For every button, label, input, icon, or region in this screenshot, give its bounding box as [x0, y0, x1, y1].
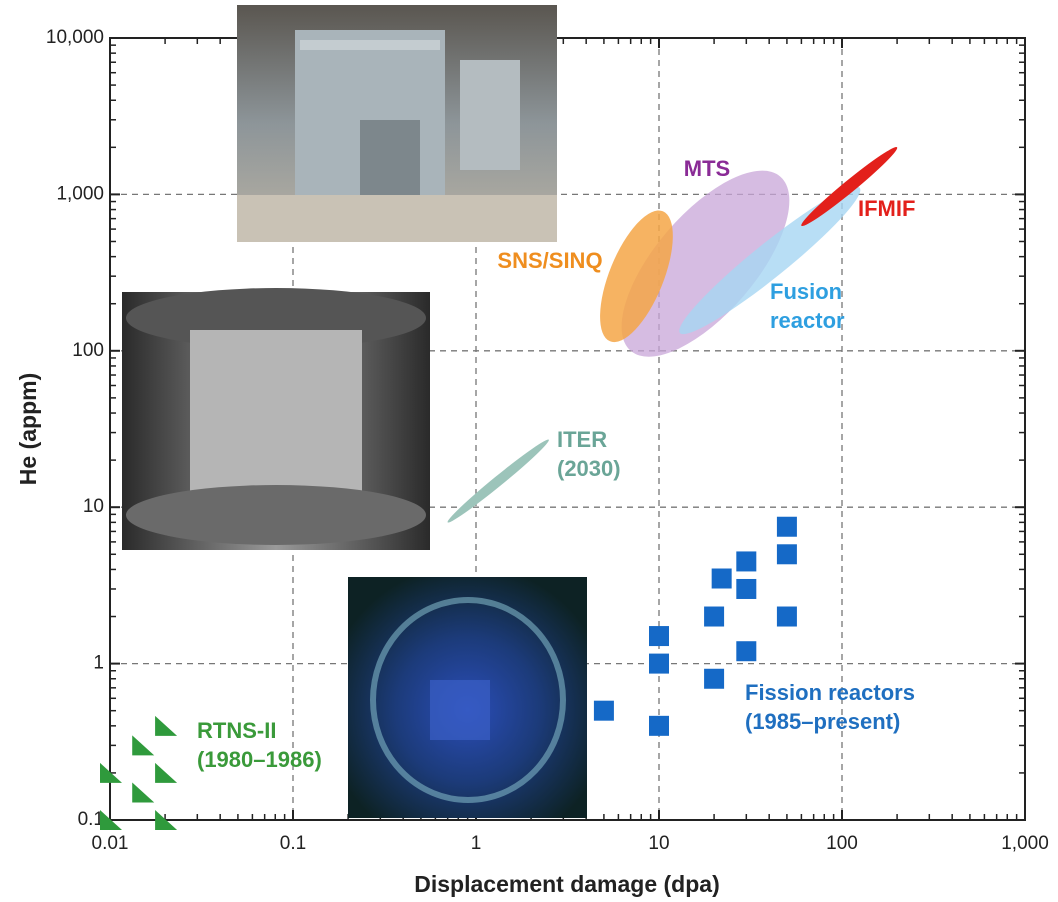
series-label: (1985–present): [745, 709, 900, 734]
region-label: (2030): [557, 456, 621, 481]
region: [444, 436, 551, 526]
y-tick-label: 1: [93, 653, 104, 674]
region-label: reactor: [770, 308, 845, 333]
x-tick-label: 0.1: [280, 833, 306, 854]
x-tick-label: 1,000: [1001, 833, 1049, 854]
y-axis-title: He (appm): [15, 373, 41, 485]
x-tick-label: 100: [826, 833, 858, 854]
square-marker: [649, 626, 669, 646]
chart: 0.010.11101001,0000.11101001,00010,000 S…: [0, 0, 1058, 902]
square-marker: [736, 641, 756, 661]
series-label: RTNS-II: [197, 718, 276, 743]
y-tick-label: 10,000: [46, 27, 104, 48]
square-marker: [594, 701, 614, 721]
region-label: SNS/SINQ: [497, 248, 602, 273]
region-label: IFMIF: [858, 196, 915, 221]
photo-accelerator: [237, 5, 557, 242]
photo-tokamak: [122, 288, 430, 550]
triangle-marker: [155, 716, 177, 736]
x-axis-title: Displacement damage (dpa): [414, 871, 719, 897]
region-label: Fusion: [770, 279, 842, 304]
square-marker: [777, 607, 797, 627]
y-tick-label: 10: [83, 496, 104, 517]
square-marker: [777, 544, 797, 564]
x-tick-label: 1: [471, 833, 482, 854]
y-tick-label: 1,000: [56, 183, 104, 204]
square-marker: [736, 551, 756, 571]
region-label: MTS: [684, 156, 730, 181]
series-label: Fission reactors: [745, 680, 915, 705]
region-label: ITER: [557, 427, 607, 452]
square-marker: [777, 517, 797, 537]
photos: [122, 5, 587, 818]
square-marker: [649, 716, 669, 736]
square-marker: [712, 569, 732, 589]
triangle-marker: [155, 763, 177, 783]
square-marker: [649, 654, 669, 674]
y-tick-label: 100: [72, 340, 104, 361]
x-tick-label: 0.01: [92, 833, 129, 854]
series-label: (1980–1986): [197, 747, 322, 772]
triangle-marker: [132, 735, 154, 755]
square-marker: [736, 579, 756, 599]
triangle-marker: [132, 782, 154, 802]
square-marker: [704, 669, 724, 689]
square-marker: [704, 607, 724, 627]
x-tick-label: 10: [648, 833, 669, 854]
photo-reactor-pool: [348, 577, 587, 818]
